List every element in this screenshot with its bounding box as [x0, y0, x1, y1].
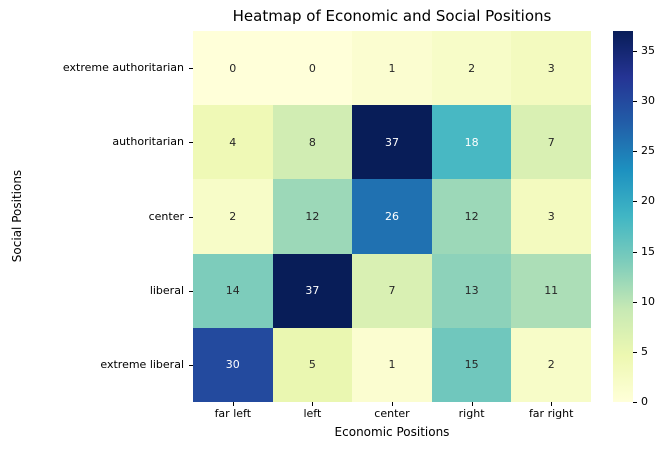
heatmap-cell-extreme-authoritarian-far-left: 0 — [193, 31, 273, 106]
xtick-label: far left — [214, 407, 252, 420]
colorbar-tick-mark — [633, 51, 637, 52]
heatmap-cell-extreme-liberal-left: 5 — [272, 327, 353, 402]
colorbar-tick-label: 20 — [641, 194, 655, 208]
heatmap-cell-extreme-authoritarian-far-right: 3 — [511, 31, 591, 106]
ytick-mark — [189, 68, 193, 69]
heatmap-cell-liberal-center: 7 — [352, 253, 432, 328]
heatmap-cell-extreme-liberal-right: 15 — [431, 327, 512, 402]
colorbar-tick-label: 35 — [641, 44, 655, 58]
heatmap-cell-center-right: 12 — [431, 179, 512, 254]
colorbar-tick-label: 25 — [641, 144, 655, 158]
heatmap-cell-authoritarian-right: 18 — [431, 105, 512, 180]
xtick-label: left — [303, 407, 322, 420]
ytick-label: extreme liberal — [100, 357, 184, 371]
xtick-label: center — [374, 407, 410, 420]
colorbar-tick-mark — [633, 402, 637, 403]
heatmap-cell-extreme-authoritarian-center: 1 — [352, 31, 432, 106]
xtick-mark — [312, 402, 313, 406]
heatmap-cell-extreme-authoritarian-left: 0 — [272, 31, 353, 106]
colorbar — [613, 31, 633, 402]
heatmap-grid: 0 0 1 2 3 4 8 37 18 7 2 12 26 12 3 14 37 7 13 11 30 5 1 15 2 — [193, 31, 591, 402]
colorbar-tick-mark — [633, 151, 637, 152]
heatmap-cell-authoritarian-left: 8 — [272, 105, 353, 180]
heatmap-cell-authoritarian-far-right: 7 — [511, 105, 591, 180]
ytick-label: liberal — [149, 283, 184, 297]
xtick-mark — [392, 402, 393, 406]
heatmap-cell-center-far-left: 2 — [193, 179, 273, 254]
ytick-mark — [189, 291, 193, 292]
ytick-mark — [189, 365, 193, 366]
heatmap-cell-center-center: 26 — [352, 179, 432, 254]
ytick-label: center — [148, 209, 184, 223]
ytick-mark — [189, 217, 193, 218]
colorbar-tick-mark — [633, 101, 637, 102]
colorbar-tick-label: 0 — [641, 395, 648, 408]
colorbar-tick-mark — [633, 302, 637, 303]
xtick-mark — [233, 402, 234, 406]
colorbar-tick-label: 30 — [641, 94, 655, 108]
heatmap-cell-extreme-liberal-far-left: 30 — [193, 327, 273, 402]
chart-title: Heatmap of Economic and Social Positions — [232, 7, 552, 25]
colorbar-tick-mark — [633, 252, 637, 253]
ytick-label: extreme authoritarian — [62, 61, 184, 75]
colorbar-tick-label: 10 — [641, 294, 655, 308]
xtick-label: right — [458, 407, 485, 420]
xtick-label: far right — [528, 407, 574, 420]
ytick-mark — [189, 142, 193, 143]
colorbar-tick-mark — [633, 352, 637, 353]
heatmap-cell-extreme-authoritarian-right: 2 — [431, 31, 512, 106]
heatmap-cell-authoritarian-center: 37 — [352, 105, 432, 180]
colorbar-tick-label: 15 — [641, 244, 655, 258]
heatmap-cell-liberal-far-right: 11 — [511, 253, 591, 328]
heatmap-cell-center-far-right: 3 — [511, 179, 591, 254]
ytick-label: authoritarian — [112, 135, 184, 149]
heatmap-cell-center-left: 12 — [272, 179, 353, 254]
xtick-mark — [551, 402, 552, 406]
colorbar-tick-mark — [633, 201, 637, 202]
heatmap-cell-liberal-right: 13 — [431, 253, 512, 328]
xtick-mark — [472, 402, 473, 406]
x-axis-label: Economic Positions — [334, 425, 450, 439]
colorbar-tick-label: 5 — [641, 344, 648, 358]
heatmap-cell-extreme-liberal-far-right: 2 — [511, 327, 591, 402]
heatmap-cell-extreme-liberal-center: 1 — [352, 327, 432, 402]
heatmap-cell-liberal-far-left: 14 — [193, 253, 273, 328]
heatmap-cell-authoritarian-far-left: 4 — [193, 105, 273, 180]
heatmap-cell-liberal-left: 37 — [272, 253, 353, 328]
